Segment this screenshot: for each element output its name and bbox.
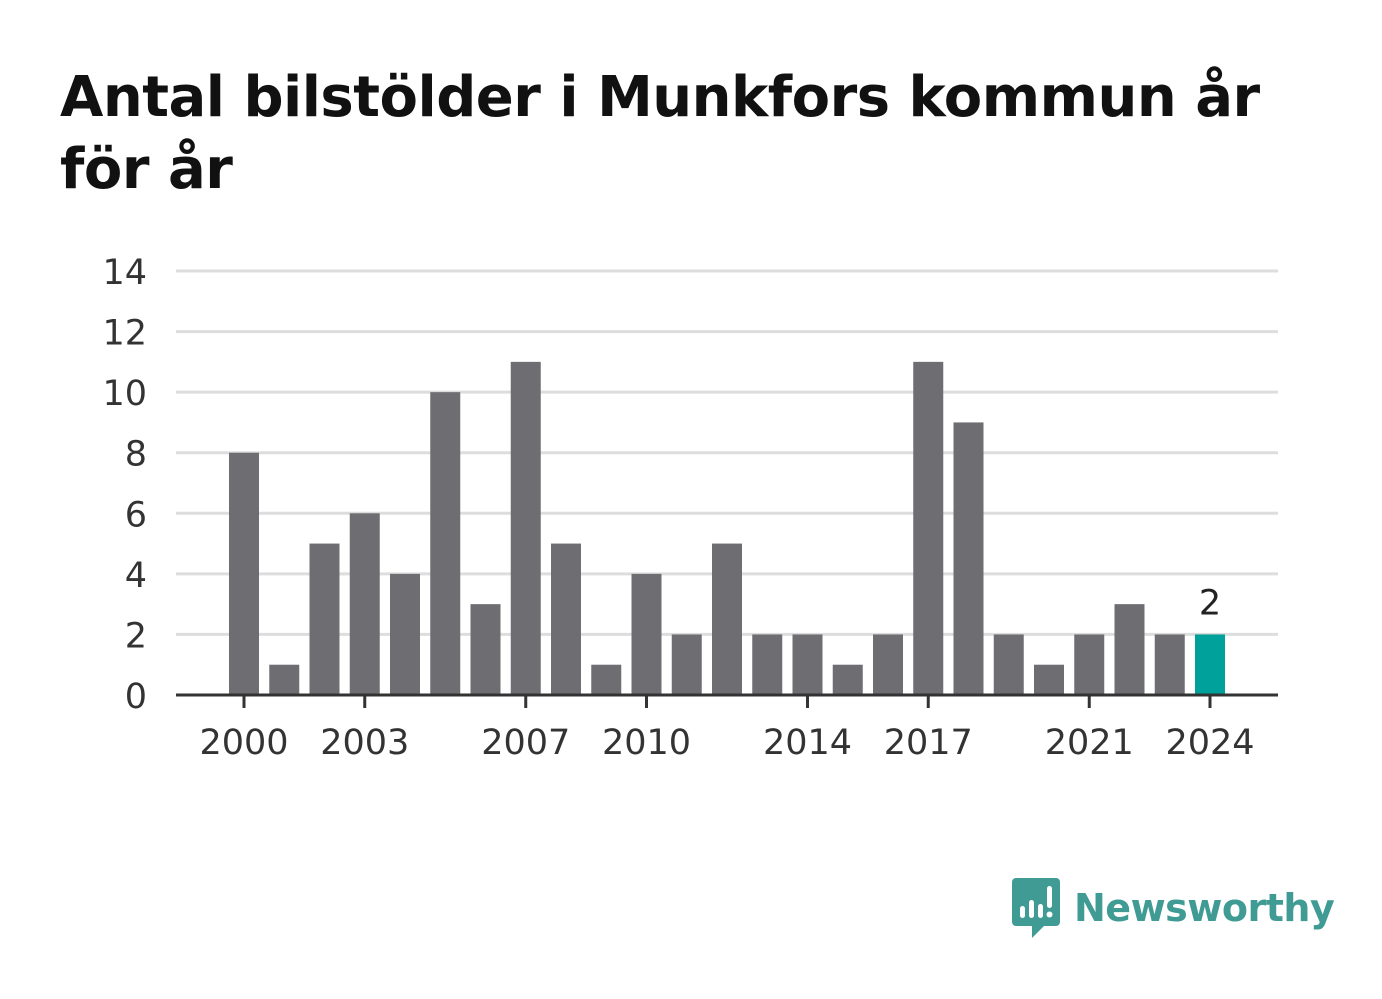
- bar: [1154, 634, 1185, 695]
- bar: [229, 452, 259, 695]
- bar: [712, 543, 742, 695]
- data-labels: 2: [1199, 583, 1221, 623]
- bar: [591, 664, 622, 695]
- bar: [873, 634, 903, 695]
- x-tick-label: 2024: [1165, 723, 1254, 763]
- newsworthy-logo-icon: [1012, 878, 1060, 938]
- x-tick-label: 2017: [884, 723, 973, 763]
- bar: [510, 361, 541, 695]
- bar: [1195, 634, 1225, 695]
- x-tick-label: 2014: [763, 723, 852, 763]
- x-tick-label: 2021: [1045, 723, 1134, 763]
- bar: [671, 634, 702, 695]
- x-tick-label: 2007: [481, 723, 570, 763]
- x-tick-label: 2003: [320, 723, 409, 763]
- bar: [390, 573, 420, 695]
- bar: [953, 422, 984, 695]
- bar: [832, 664, 863, 695]
- bar: [551, 543, 581, 695]
- y-tick-label: 6: [125, 495, 147, 535]
- y-tick-label: 4: [125, 556, 147, 596]
- y-tick-label: 10: [102, 374, 147, 414]
- bar: [1114, 604, 1145, 695]
- bars: [229, 361, 1225, 695]
- bar: [631, 573, 662, 695]
- y-tick-label: 0: [125, 677, 147, 717]
- chart-title: Antal bilstölder i Munkfors kommun år fö…: [60, 65, 1260, 202]
- x-axis-ticks: 2000 2003 2007 2010 2014 2017 2021 2024: [199, 695, 1255, 763]
- y-tick-label: 2: [125, 616, 147, 656]
- y-tick-label: 14: [102, 253, 147, 293]
- bar: [470, 604, 501, 695]
- bar: [913, 361, 944, 695]
- y-tick-label: 8: [125, 435, 147, 475]
- bar: [1074, 634, 1105, 695]
- y-tick-label: 12: [102, 314, 147, 354]
- brand-name: Newsworthy: [1074, 886, 1335, 930]
- brand-logo: Newsworthy: [1010, 876, 1335, 940]
- bar: [993, 634, 1024, 695]
- x-tick-label: 2000: [199, 723, 288, 763]
- y-axis-tick-labels: 0 2 4 6 8 10 12 14: [102, 253, 147, 717]
- bar: [1034, 664, 1064, 695]
- bar: [309, 543, 340, 695]
- bar: [792, 634, 823, 695]
- bar: [349, 513, 380, 695]
- bar: [752, 634, 783, 695]
- x-tick-label: 2010: [602, 723, 691, 763]
- data-label-2024: 2: [1199, 583, 1221, 623]
- bar: [269, 664, 300, 695]
- bar: [430, 392, 461, 695]
